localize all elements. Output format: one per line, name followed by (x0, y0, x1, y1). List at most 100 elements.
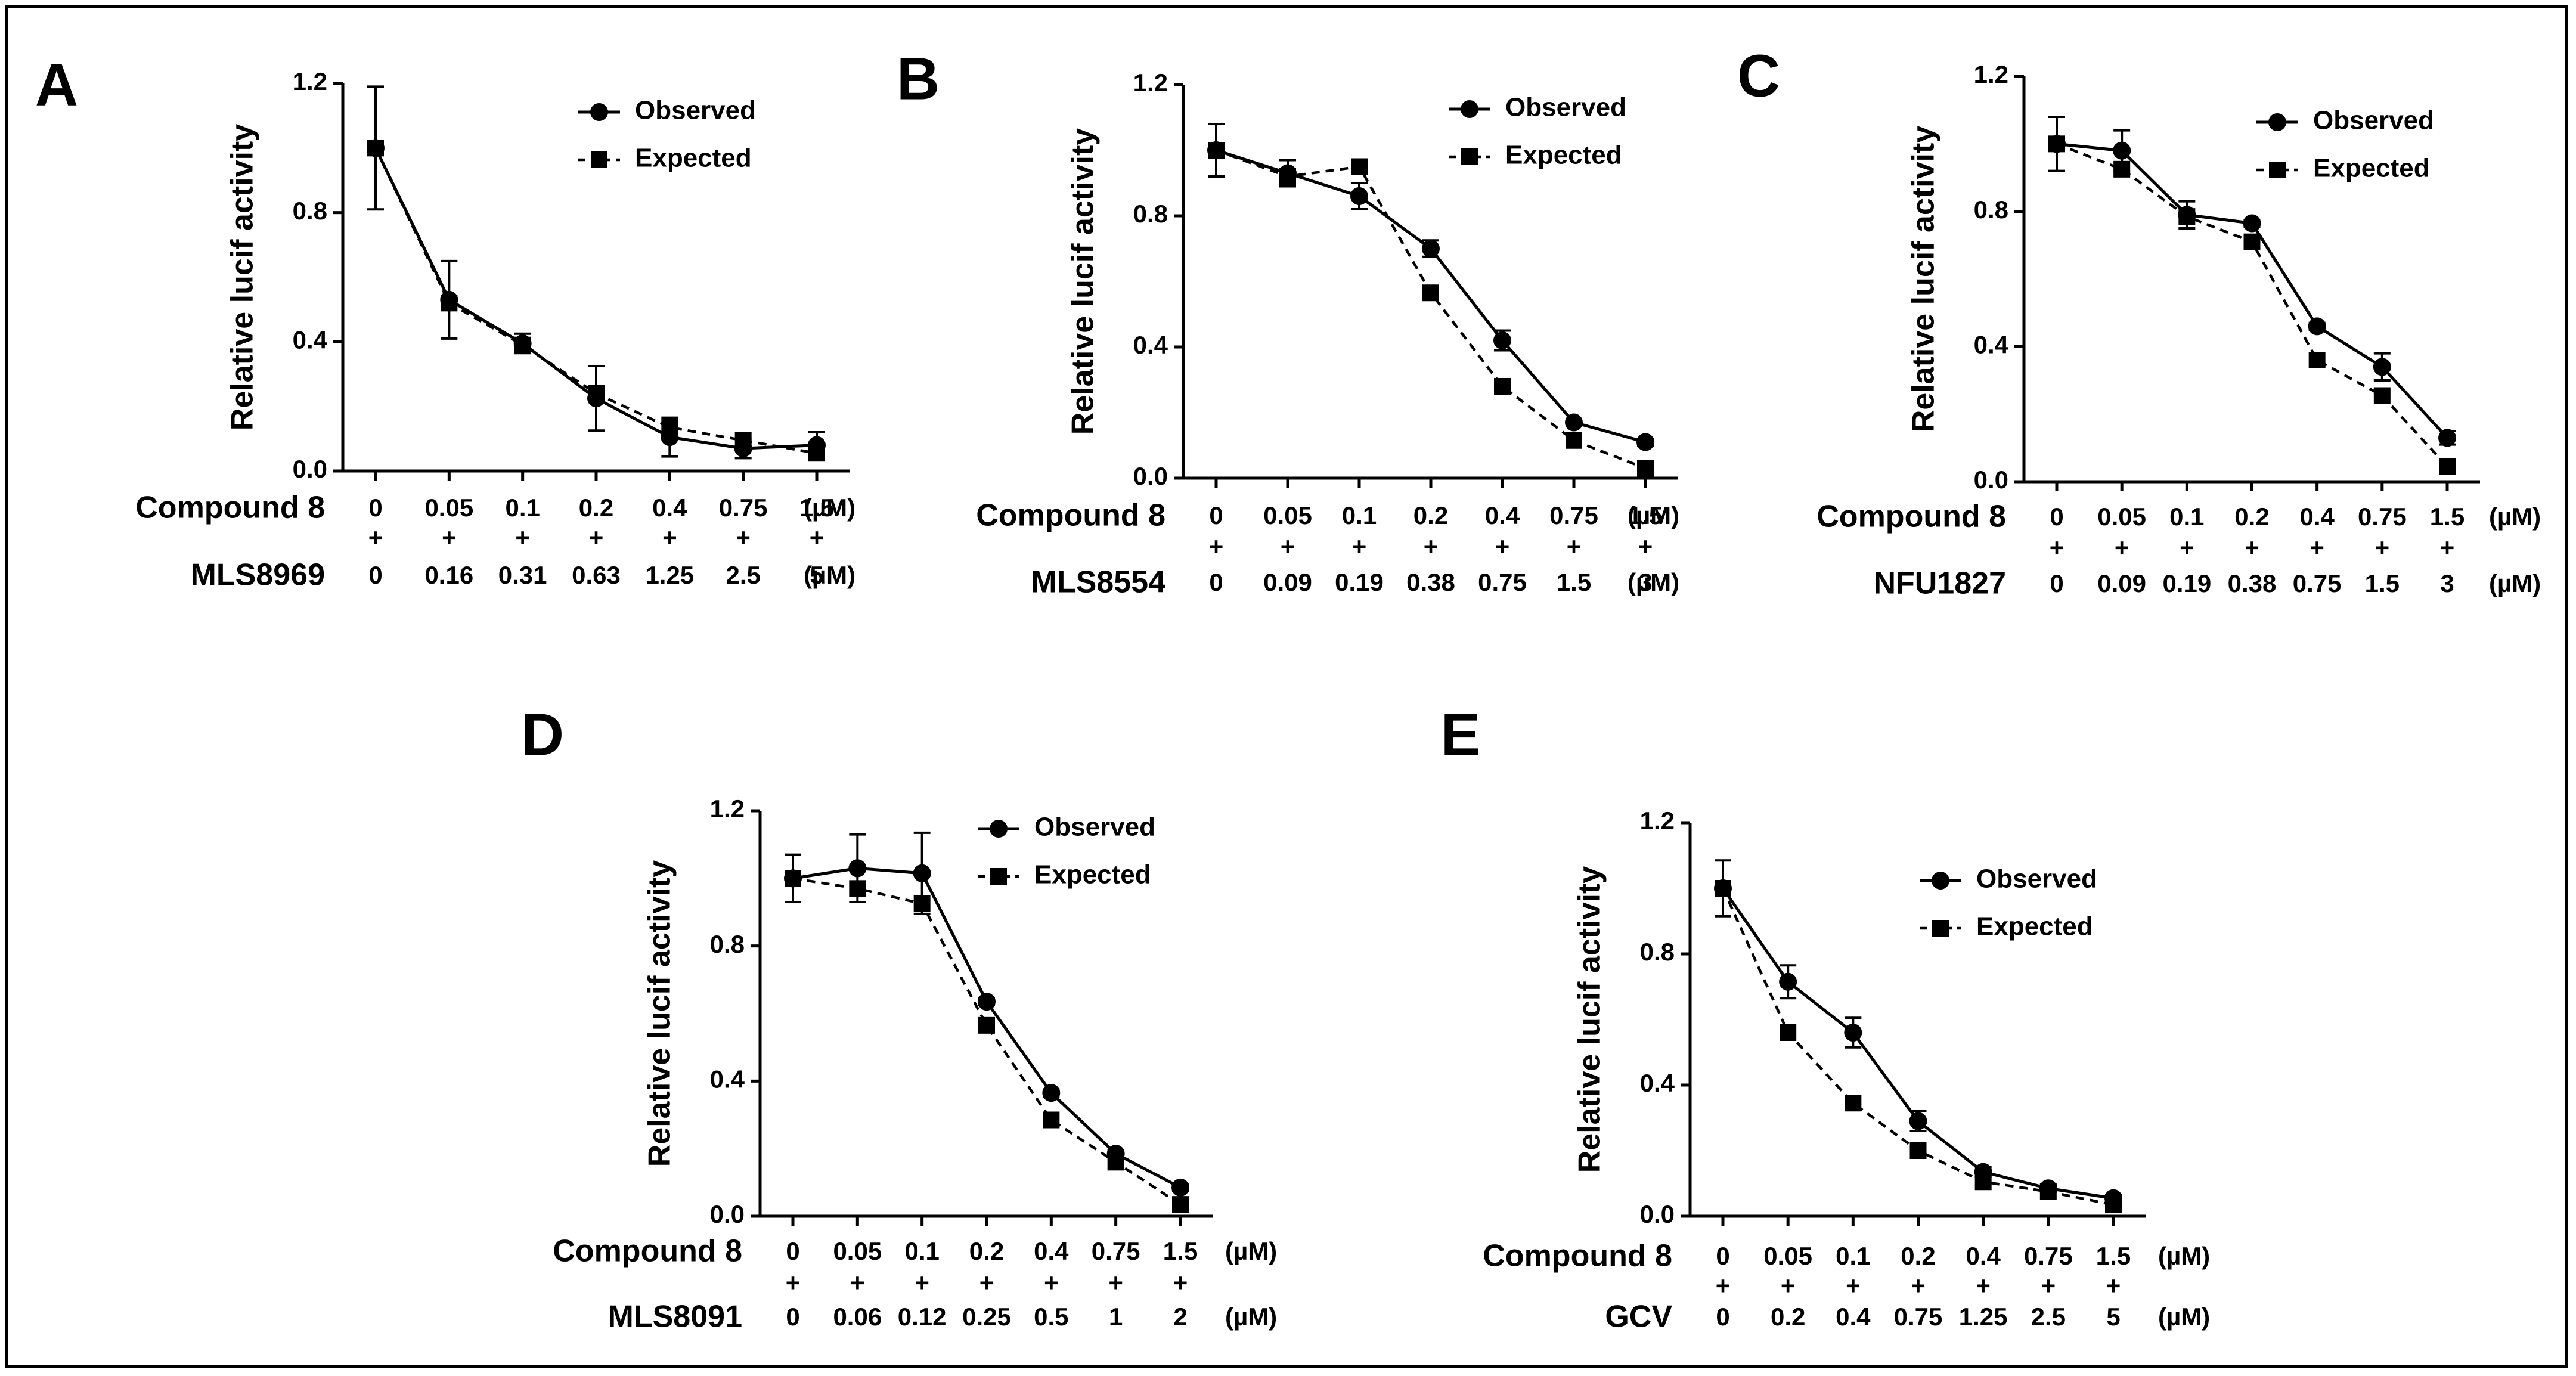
y-tick-label: 1.2 (293, 67, 327, 95)
legend: Observed Expected (2256, 106, 2434, 183)
expected-point (2243, 233, 2261, 250)
expected-series (1715, 880, 2122, 1213)
partner-row-label: NFU1827 (1873, 566, 2006, 601)
expected-point (1422, 284, 1439, 302)
plus-sign: + (1424, 532, 1439, 560)
plus-sign: + (810, 523, 824, 551)
legend-expected-marker (591, 151, 607, 168)
compound-dose-label: 0.05 (833, 1237, 882, 1265)
partner-unit-label: (µM) (1225, 1303, 1277, 1331)
observed-point (1779, 972, 1797, 991)
partner-dose-label: 1 (1109, 1303, 1123, 1331)
observed-point (848, 859, 867, 878)
expected-point (1107, 1154, 1124, 1171)
partner-dose-label: 0.75 (1894, 1303, 1943, 1331)
compound-dose-label: 1.5 (799, 494, 834, 522)
y-tick-label: 0.4 (1133, 331, 1168, 359)
plus-sign: + (915, 1269, 929, 1297)
compound-unit-label: (µM) (804, 494, 855, 522)
expected-series (1208, 142, 1654, 477)
partner-dose-label: 5 (2106, 1303, 2120, 1331)
compound-dose-label: 0.05 (1263, 501, 1312, 529)
expected-point (2048, 135, 2065, 153)
compound-dose-label: 0.75 (1549, 501, 1598, 529)
compound-dose-label: 0.2 (2234, 503, 2269, 531)
y-tick-label: 0.0 (293, 455, 327, 483)
expected-point (808, 445, 825, 462)
expected-point (1845, 1095, 1862, 1112)
compound-dose-label: 1.5 (1163, 1237, 1198, 1265)
y-axis-label: Relative lucif activity (225, 124, 260, 431)
legend-observed-label: Observed (1034, 813, 1155, 842)
expected-point (367, 140, 384, 157)
partner-dose-label: 0.06 (833, 1303, 882, 1331)
expected-point (1494, 378, 1511, 395)
compound-dose-label: 0.1 (1836, 1242, 1870, 1270)
y-tick-label: 0.0 (710, 1200, 745, 1228)
plus-sign: + (1781, 1272, 1796, 1300)
compound-dose-label: 0.75 (2024, 1242, 2073, 1270)
legend-observed-label: Observed (1505, 93, 1626, 122)
expected-line (2056, 142, 2448, 468)
compound-dose-label: 0.2 (1413, 501, 1448, 529)
plus-sign: + (2050, 534, 2064, 562)
compound-dose-label: 0.1 (904, 1237, 939, 1265)
y-tick-label: 0.8 (710, 930, 745, 958)
plus-sign: + (1911, 1272, 1926, 1300)
partner-dose-label: 1.25 (645, 561, 694, 589)
y-tick-label: 0.4 (293, 326, 328, 354)
legend-observed-label: Observed (1976, 864, 2097, 894)
compound-dose-label: 0.05 (424, 494, 473, 522)
partner-dose-label: 0.63 (572, 561, 621, 589)
expected-point (2039, 1183, 2057, 1200)
partner-dose-label: 0 (786, 1303, 799, 1331)
plus-sign: + (589, 523, 604, 551)
legend: Observed Expected (1920, 864, 2097, 941)
expected-point (1172, 1196, 1189, 1213)
compound-unit-label: (µM) (1225, 1237, 1277, 1265)
observed-point (1565, 413, 1583, 432)
y-tick-label: 0.8 (1133, 200, 1168, 228)
expected-point (978, 1016, 995, 1034)
y-tick-label: 0.4 (1974, 330, 2009, 358)
partner-dose-label: 0.31 (498, 561, 547, 589)
partner-dose-label: 2.5 (726, 561, 760, 589)
chart-panel-e: E 0.0 0.4 0.8 1.2 Relative lucif activity Comp… (1441, 701, 2211, 1334)
partner-dose-label: 0.2 (1771, 1303, 1805, 1331)
plus-sign: + (736, 523, 751, 551)
expected-point (2113, 160, 2131, 178)
compound-dose-label: 0.75 (2358, 503, 2407, 531)
partner-row-label: GCV (1605, 1300, 1672, 1334)
plus-sign: + (662, 523, 677, 551)
legend: Observed Expected (1449, 93, 1626, 170)
expected-point (1566, 432, 1582, 449)
observed-point (1493, 331, 1511, 349)
legend-expected-label: Expected (635, 144, 752, 173)
y-tick-label: 1.2 (1640, 807, 1675, 835)
expected-point (849, 880, 866, 897)
legend-expected-label: Expected (1034, 860, 1151, 890)
expected-point (1043, 1111, 1060, 1129)
compound-dose-label: 0 (1716, 1242, 1729, 1270)
partner-dose-label: 0.38 (2228, 569, 2277, 597)
compound-dose-label: 0.05 (2097, 503, 2146, 531)
compound-dose-label: 0 (786, 1237, 799, 1265)
partner-row-label: MLS8554 (1031, 565, 1166, 600)
compound-unit-label: (µM) (1628, 501, 1679, 529)
chart-panel-c: C 0.0 0.4 0.8 1.2 Relative lucif activity Comp… (1737, 42, 2541, 600)
expected-point (1909, 1142, 1927, 1159)
y-tick-label: 0.8 (293, 197, 327, 225)
chart-panel-a: A 0.0 0.4 0.8 1.2 Relative lucif activity Comp… (35, 51, 855, 592)
plus-sign: + (1108, 1269, 1123, 1297)
compound-dose-label: 0.2 (969, 1237, 1004, 1265)
y-axis-label: Relative lucif activity (643, 860, 677, 1167)
partner-dose-label: 1.5 (2365, 569, 2400, 597)
legend-observed-marker (590, 103, 608, 121)
partner-dose-label: 0.19 (2162, 569, 2211, 597)
compound-dose-label: 0.2 (1901, 1242, 1935, 1270)
y-tick-label: 0.8 (1974, 196, 2008, 224)
observed-point (978, 993, 996, 1011)
expected-point (785, 870, 801, 887)
compound-row-label: Compound 8 (1816, 500, 2006, 534)
y-tick-label: 0.4 (1640, 1069, 1675, 1097)
